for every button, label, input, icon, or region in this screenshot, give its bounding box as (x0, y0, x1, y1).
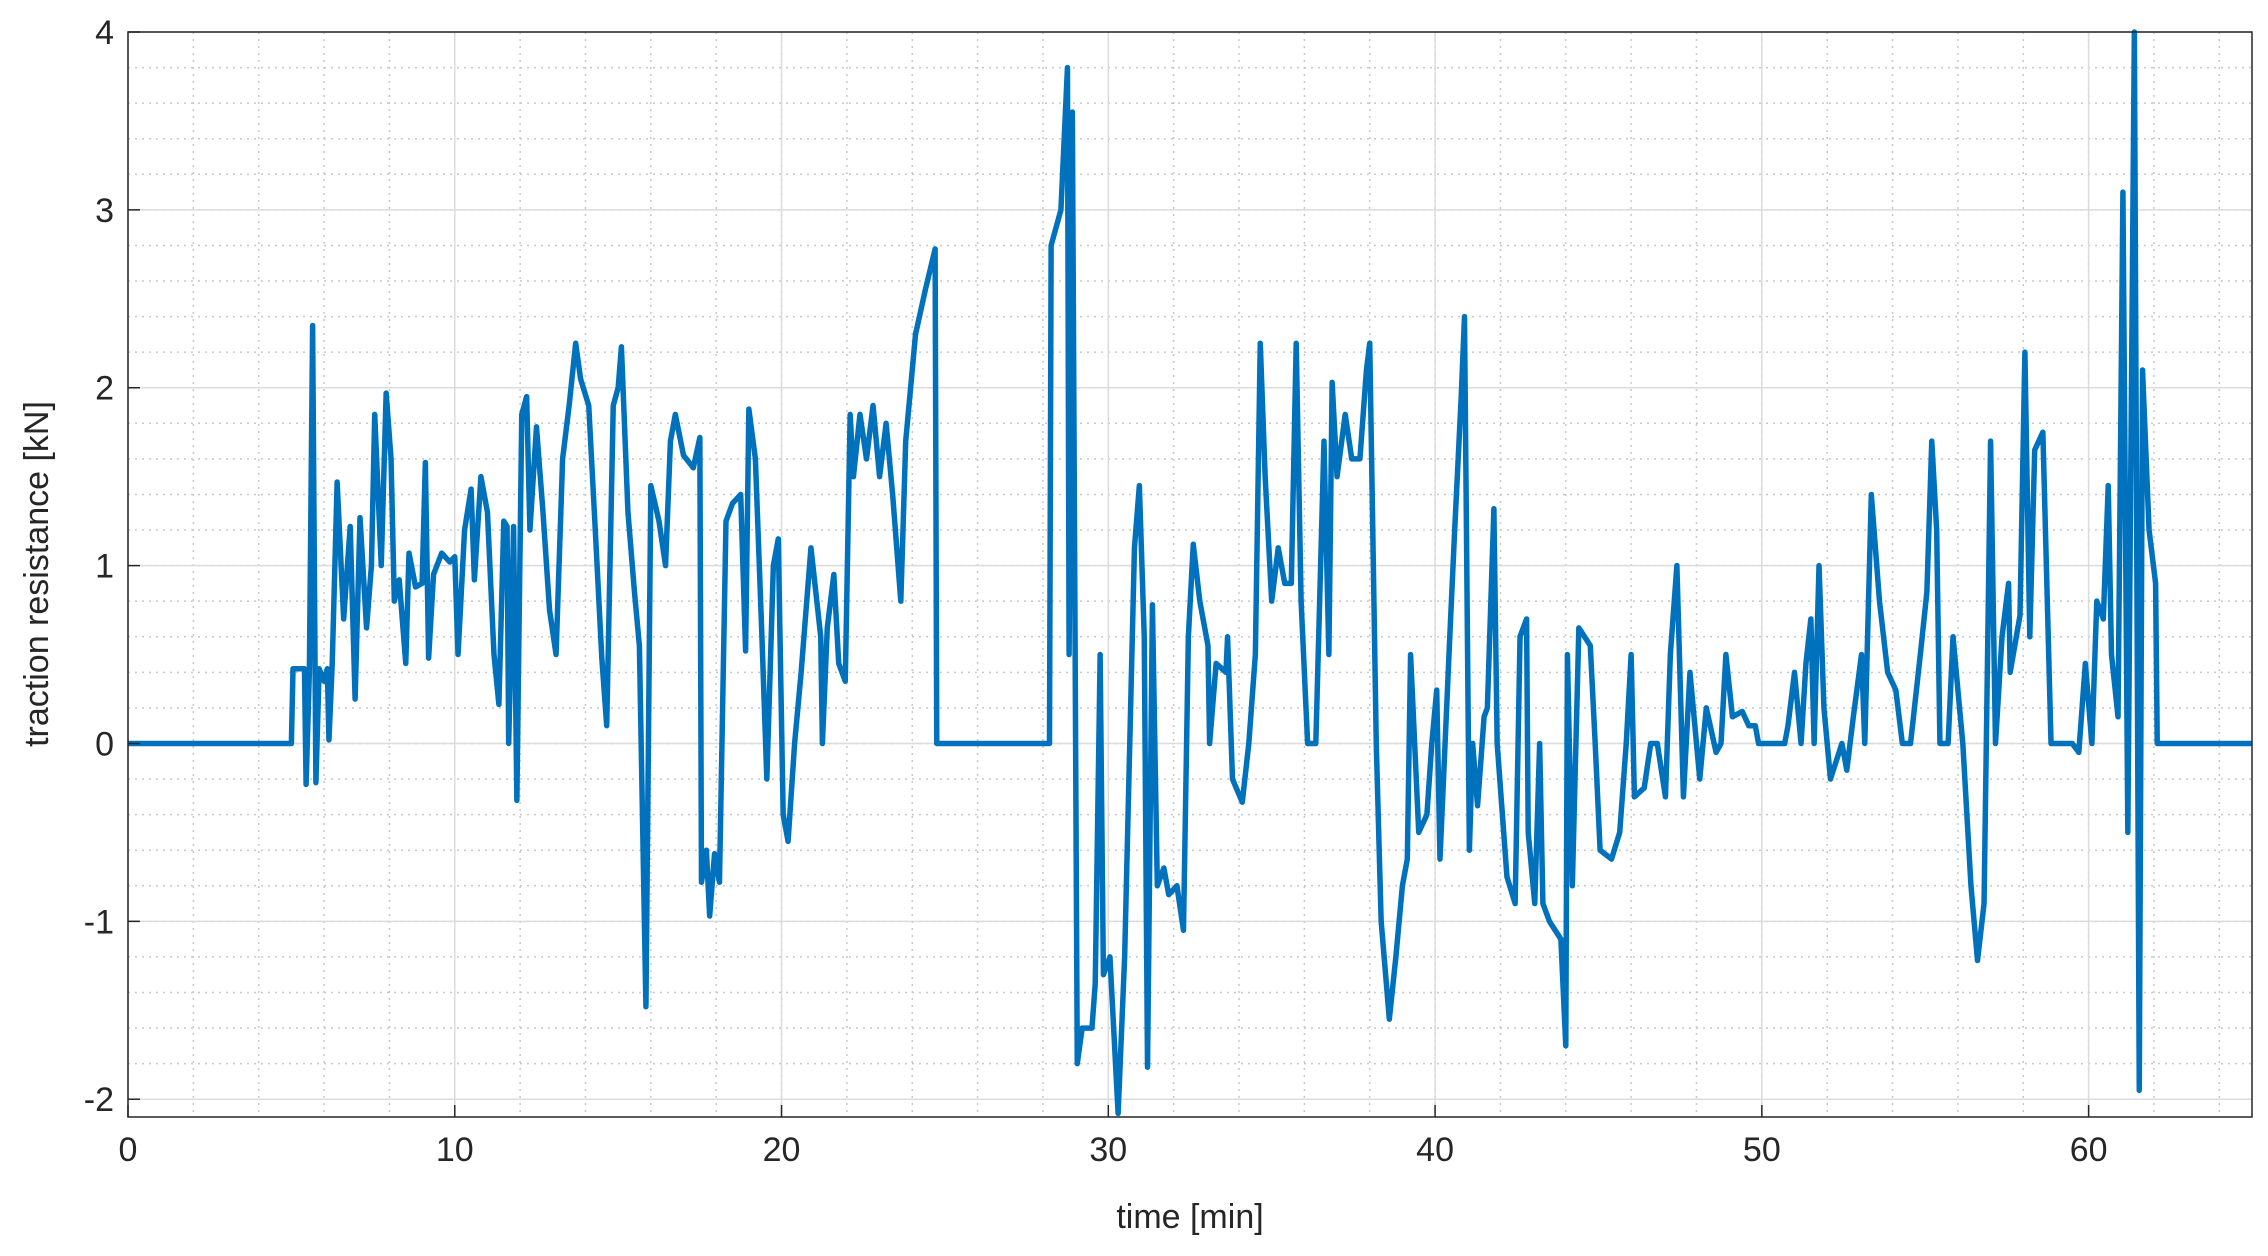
x-tick-label: 60 (2070, 1131, 2108, 1169)
y-tick-label: -1 (84, 903, 114, 941)
x-tick-label: 10 (436, 1131, 474, 1169)
x-tick-label: 20 (763, 1131, 801, 1169)
x-axis-label: time [min] (1116, 1198, 1263, 1236)
x-tick-label: 30 (1089, 1131, 1127, 1169)
y-tick-label: 4 (95, 14, 114, 52)
y-tick-label: 0 (95, 725, 114, 763)
x-tick-label: 40 (1416, 1131, 1454, 1169)
data-line (128, 29, 2252, 1117)
y-tick-label: 3 (95, 192, 114, 230)
x-tick-label: 50 (1743, 1131, 1781, 1169)
y-tick-label: 2 (95, 370, 114, 408)
x-tick-label: 0 (119, 1131, 138, 1169)
y-tick-label: 1 (95, 548, 114, 586)
y-axis-label: traction resistance [kN] (18, 401, 56, 747)
plot-area (128, 29, 2252, 1117)
y-tick-label: -2 (84, 1081, 114, 1119)
axes-box (127, 31, 2253, 1118)
